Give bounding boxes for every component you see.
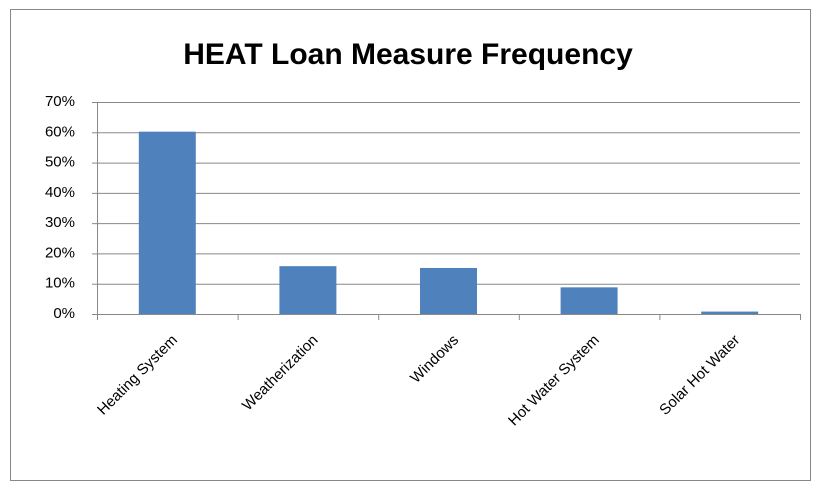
bar bbox=[701, 311, 759, 314]
y-tick-label: 70% bbox=[45, 93, 75, 110]
y-tick-label: 0% bbox=[53, 305, 75, 322]
y-tick-label: 20% bbox=[45, 244, 75, 261]
chart-title: HEAT Loan Measure Frequency bbox=[183, 38, 633, 71]
chart-frame bbox=[10, 9, 811, 481]
bar bbox=[279, 266, 337, 314]
y-tick-label: 30% bbox=[45, 214, 75, 231]
bar bbox=[420, 267, 477, 314]
y-tick-label: 10% bbox=[45, 275, 75, 292]
y-tick-label: 60% bbox=[45, 123, 75, 140]
y-tick-label: 40% bbox=[45, 184, 75, 201]
bar bbox=[138, 131, 196, 314]
bar bbox=[560, 287, 618, 314]
y-tick-label: 50% bbox=[45, 154, 75, 171]
